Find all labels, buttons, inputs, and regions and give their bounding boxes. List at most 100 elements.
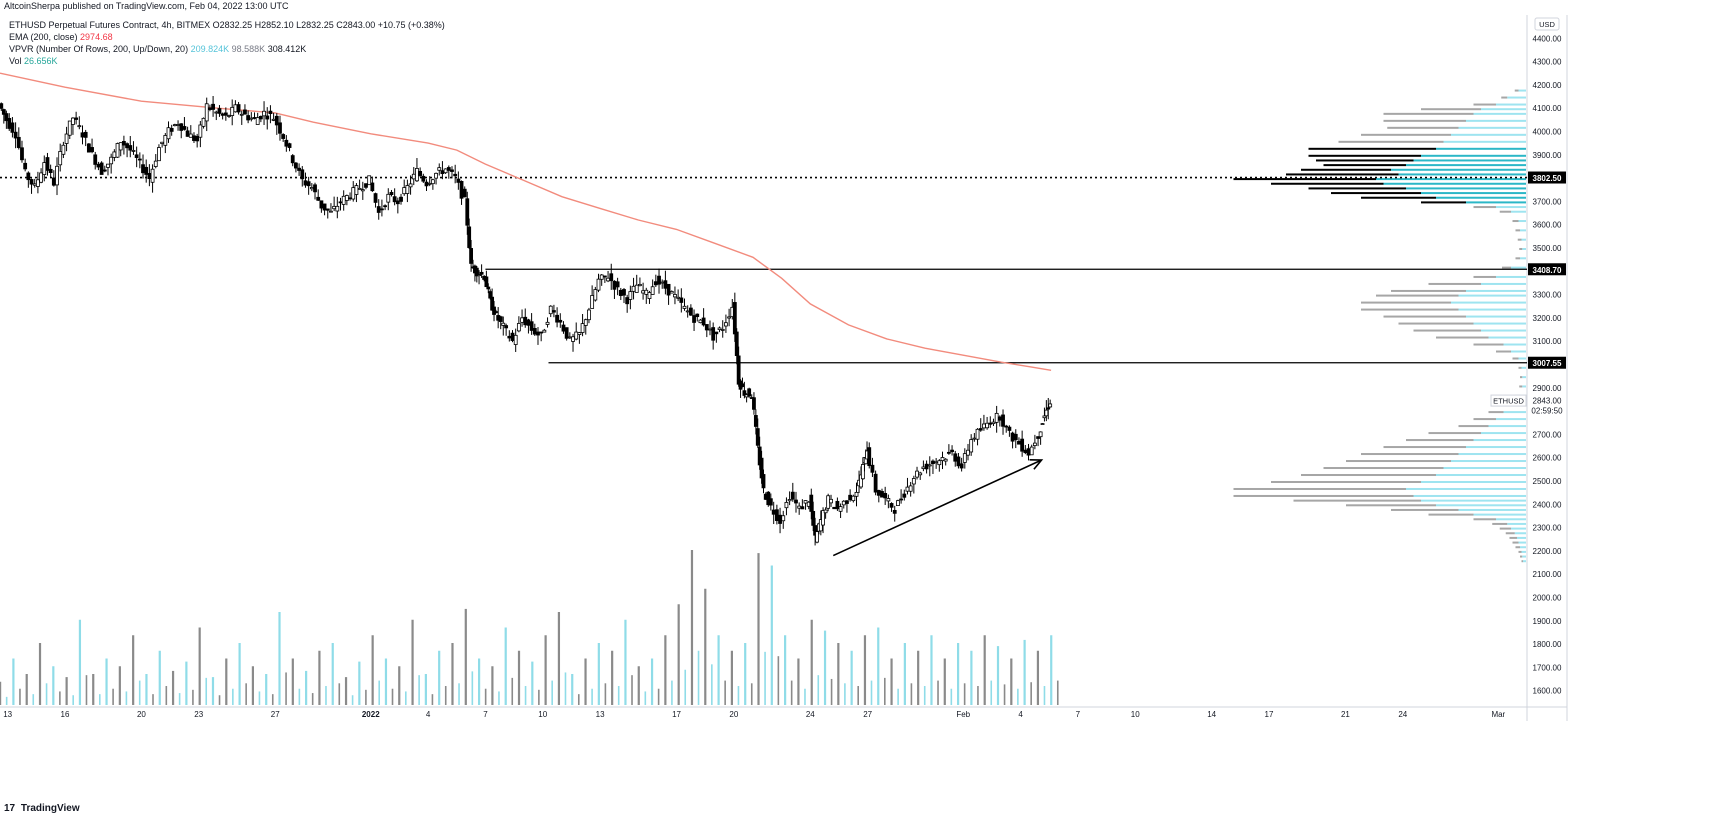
- candle-body: [169, 128, 174, 132]
- vpvr-total-value: 308.412K: [267, 44, 307, 54]
- chart-area[interactable]: 3802.50 3408.70 3007.55 4400.00 4300.00 4200…: [0, 15, 1722, 803]
- candle-body: [23, 162, 28, 170]
- tradingview-brand[interactable]: 17 TradingView: [4, 803, 80, 814]
- volume-bar: [744, 643, 747, 705]
- candle-body: [294, 162, 298, 169]
- candle-body: [634, 284, 639, 293]
- candle-body: [587, 309, 591, 321]
- time-tick-label: 17: [672, 710, 681, 719]
- candle-body: [341, 195, 346, 205]
- volume-bar: [604, 683, 607, 705]
- volume-profile-up-bar: [1421, 499, 1526, 502]
- volume-profile-down-bar: [1512, 357, 1519, 360]
- volume-profile-up-bar: [1511, 527, 1526, 530]
- candle-body: [552, 310, 556, 313]
- volume-bar: [1023, 639, 1026, 705]
- volume-profile-up-bar: [1522, 247, 1526, 250]
- candle-body: [462, 188, 467, 198]
- candle-body: [790, 491, 795, 500]
- vpvr-down-value: 98.588K: [231, 44, 266, 54]
- legend-vpvr-row[interactable]: VPVR (Number Of Rows, 200, Up/Down, 20) …: [9, 43, 445, 55]
- candle-body: [172, 124, 177, 127]
- volume-bar: [804, 688, 806, 705]
- volume-profile-down-bar: [1387, 126, 1459, 129]
- candle-body: [698, 319, 703, 324]
- legend-ema-row[interactable]: EMA (200, close) 2974.68: [9, 31, 445, 43]
- candle-body: [26, 172, 31, 181]
- candle-body: [548, 305, 553, 315]
- volume-profile-up-bar: [1503, 411, 1526, 414]
- volume-profile-down-bar: [1361, 196, 1436, 199]
- volume-profile-down-bar: [1496, 350, 1511, 353]
- candle-body: [911, 478, 916, 485]
- volume-bar: [684, 669, 687, 705]
- candle-body: [484, 276, 489, 288]
- candle-body: [943, 458, 948, 462]
- time-tick-label: 17: [1265, 710, 1274, 719]
- legend-symbol-row[interactable]: ETHUSD Perpetual Futures Contract, 4h, B…: [9, 19, 445, 31]
- volume-bar: [218, 695, 221, 705]
- candle-body: [373, 193, 378, 203]
- time-tick-label: Mar: [1491, 710, 1505, 719]
- candle-body: [90, 147, 94, 153]
- volume-profile-up-bar: [1518, 220, 1526, 223]
- candle-body: [768, 498, 773, 506]
- candle-body: [641, 290, 645, 294]
- candle-body: [883, 493, 888, 499]
- ohlc-values: O2832.25 H2852.10 L2832.25 C2843.00 +10.…: [212, 20, 445, 30]
- volume-profile-down-bar: [1512, 220, 1519, 223]
- candle-body: [991, 421, 996, 424]
- volume-bar: [38, 643, 42, 705]
- candle-body: [701, 317, 706, 326]
- candle-body: [859, 474, 863, 488]
- volume-bar: [491, 666, 494, 705]
- candle-body: [236, 104, 241, 113]
- candle-body: [166, 127, 171, 140]
- volume-bar: [538, 689, 540, 705]
- volume-profile-down-bar: [1398, 322, 1474, 325]
- candle-body: [198, 124, 203, 138]
- volume-profile-up-bar: [1473, 513, 1526, 516]
- volume-bar: [823, 630, 827, 705]
- candle-body: [663, 280, 668, 289]
- volume-bar: [344, 677, 348, 705]
- candle-body: [838, 506, 843, 512]
- candle-body: [609, 273, 614, 282]
- volume-profile-up-bar: [1518, 357, 1526, 360]
- level-price-label: 3007.55: [1533, 359, 1562, 368]
- volume-bar: [970, 650, 973, 705]
- candle-body: [446, 167, 451, 171]
- candle-body: [287, 143, 292, 148]
- candle-body: [574, 331, 579, 340]
- volume-profile-down-bar: [1346, 504, 1436, 507]
- currency-button-label[interactable]: USD: [1539, 20, 1555, 29]
- last-price-symbol: ETHUSD: [1493, 397, 1524, 406]
- volume-profile-down-bar: [1473, 343, 1504, 346]
- candle-body: [545, 321, 550, 325]
- candle-body: [297, 167, 301, 171]
- candle-body: [653, 281, 658, 286]
- candle-body: [539, 331, 544, 334]
- volume-bar: [903, 643, 906, 705]
- price-tick-label: 2100.00: [1533, 570, 1562, 579]
- candle-body: [246, 115, 251, 121]
- candle-body: [558, 319, 563, 323]
- volume-bar: [311, 693, 314, 705]
- levels-layer: 3802.50 3408.70 3007.55: [0, 171, 1566, 369]
- volume-bar: [52, 666, 55, 705]
- volume-profile-up-bar: [1458, 126, 1526, 129]
- candle-body: [465, 198, 470, 226]
- arrow-layer: [832, 458, 1044, 557]
- candle-body: [711, 327, 716, 341]
- candle-body: [370, 182, 375, 192]
- candle-body: [443, 168, 448, 174]
- candle-body: [975, 428, 980, 440]
- candle-body: [39, 172, 43, 183]
- candle-body: [720, 329, 725, 331]
- candle-body: [300, 169, 305, 180]
- candle-body: [96, 163, 101, 168]
- legend-vol-row[interactable]: Vol 26.656K: [9, 55, 445, 67]
- volume-profile-down-bar: [1488, 411, 1504, 414]
- volume-profile-down-bar: [1502, 266, 1511, 269]
